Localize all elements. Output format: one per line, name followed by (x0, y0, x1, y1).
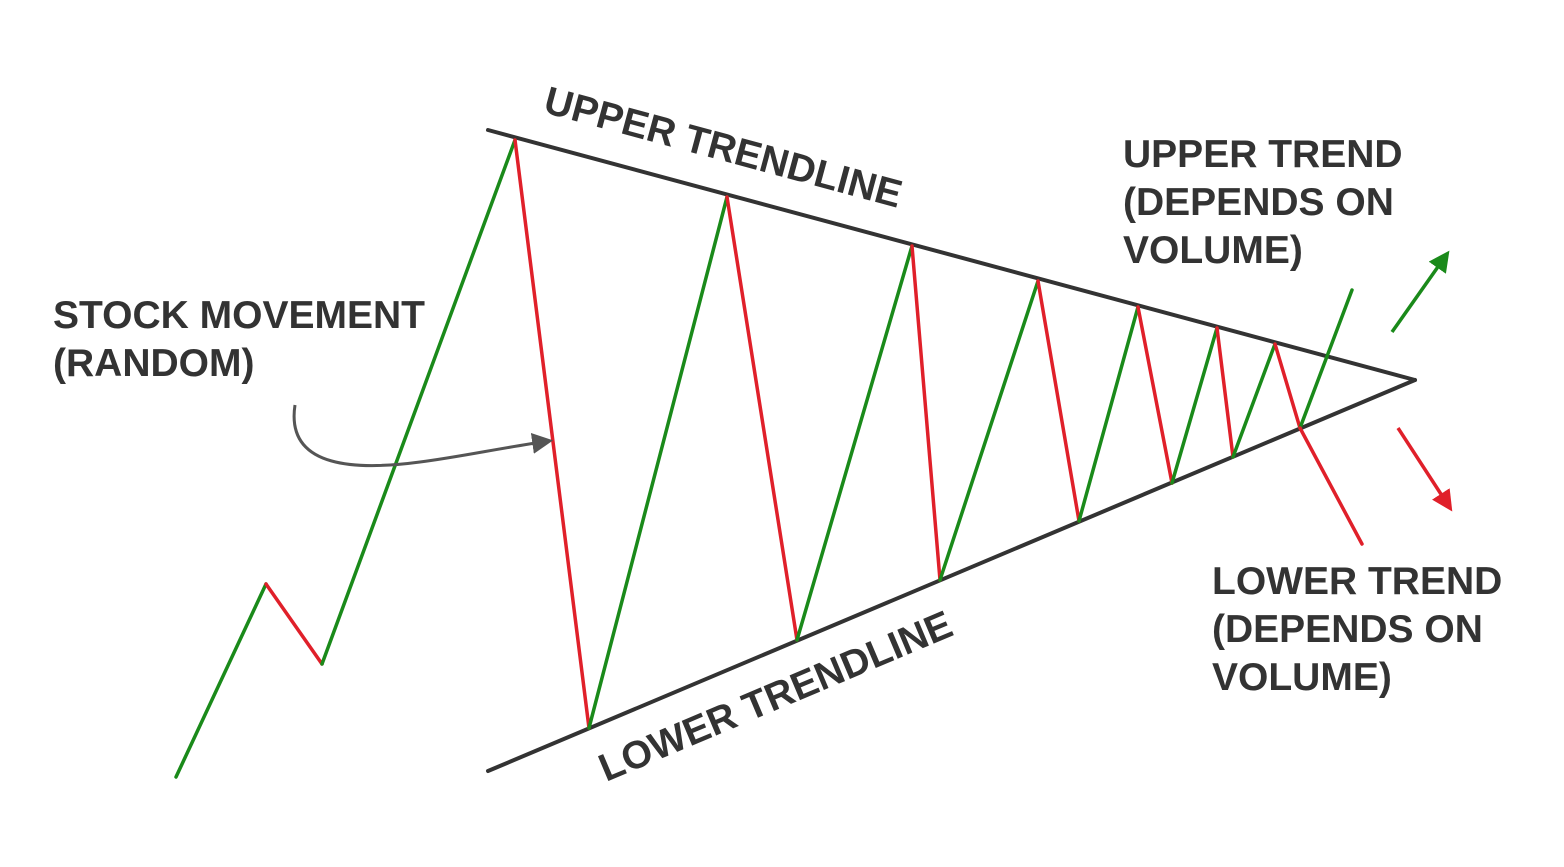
lower-trendline (486, 378, 1417, 773)
falling-segment (264, 582, 324, 666)
rising-segment (1077, 305, 1140, 523)
rising-segment (174, 582, 268, 779)
rising-segment (320, 138, 517, 666)
upper-trend-label: UPPER TREND (DEPENDS ON VOLUME) (1123, 133, 1413, 272)
rising-segment (587, 195, 729, 730)
rising-segment (1170, 326, 1219, 485)
lower-trend-label: LOWER TREND (DEPENDS ON VOLUME) (1212, 560, 1513, 699)
upper-trendline (486, 128, 1417, 382)
falling-segment (1273, 342, 1302, 430)
falling-segment (725, 195, 799, 642)
rising-segment (1298, 288, 1354, 430)
breakout-down-arrow (1396, 427, 1453, 512)
falling-segment (910, 244, 942, 582)
stock-movement-label: STOCK MOVEMENT (RANDOM) (53, 294, 436, 385)
falling-segment (513, 138, 591, 730)
lower-trend-line-3: VOLUME) (1212, 656, 1392, 699)
falling-segment (1215, 326, 1235, 459)
upper-trendline-label: UPPER TRENDLINE (540, 79, 907, 216)
rising-segment (938, 279, 1040, 582)
falling-segment (1036, 279, 1081, 523)
falling-segment (1136, 305, 1174, 485)
rising-segment (1231, 342, 1277, 459)
rising-segment (795, 244, 914, 642)
upper-trend-line-1: UPPER TREND (1123, 133, 1403, 176)
lower-trendline-label: LOWER TRENDLINE (593, 603, 959, 790)
breakout-up-arrow (1390, 250, 1450, 334)
lower-trend-line-1: LOWER TREND (1212, 560, 1502, 603)
breakdown-segment (1298, 426, 1364, 546)
stock-movement-line-1: STOCK MOVEMENT (53, 294, 425, 337)
pointer-arrow (292, 404, 554, 468)
lower-trend-line-2: (DEPENDS ON (1212, 608, 1483, 651)
upper-trend-line-3: VOLUME) (1123, 229, 1303, 272)
stock-movement-line-2: (RANDOM) (53, 342, 254, 385)
upper-trend-line-2: (DEPENDS ON (1123, 181, 1394, 224)
